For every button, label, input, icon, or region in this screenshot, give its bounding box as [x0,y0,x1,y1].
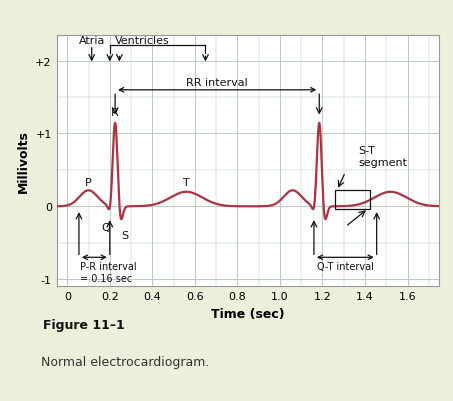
Text: Q-T interval: Q-T interval [317,261,374,271]
Text: P-R interval
= 0.16 sec: P-R interval = 0.16 sec [80,261,137,283]
Text: Normal electrocardiogram.: Normal electrocardiogram. [41,355,209,368]
Y-axis label: Millivolts: Millivolts [17,130,30,193]
Text: P: P [85,178,92,188]
Text: Q: Q [101,223,110,233]
Text: S: S [121,230,129,240]
Text: Atria: Atria [78,36,105,46]
Text: S-T
segment: S-T segment [358,146,407,168]
Bar [335,191,370,209]
Text: Figure 11–1: Figure 11–1 [43,318,125,331]
Text: T: T [183,177,190,187]
X-axis label: Time (sec): Time (sec) [211,307,285,320]
Text: RR interval: RR interval [186,78,248,88]
Text: Ventricles: Ventricles [116,36,170,46]
Text: R: R [111,108,119,118]
